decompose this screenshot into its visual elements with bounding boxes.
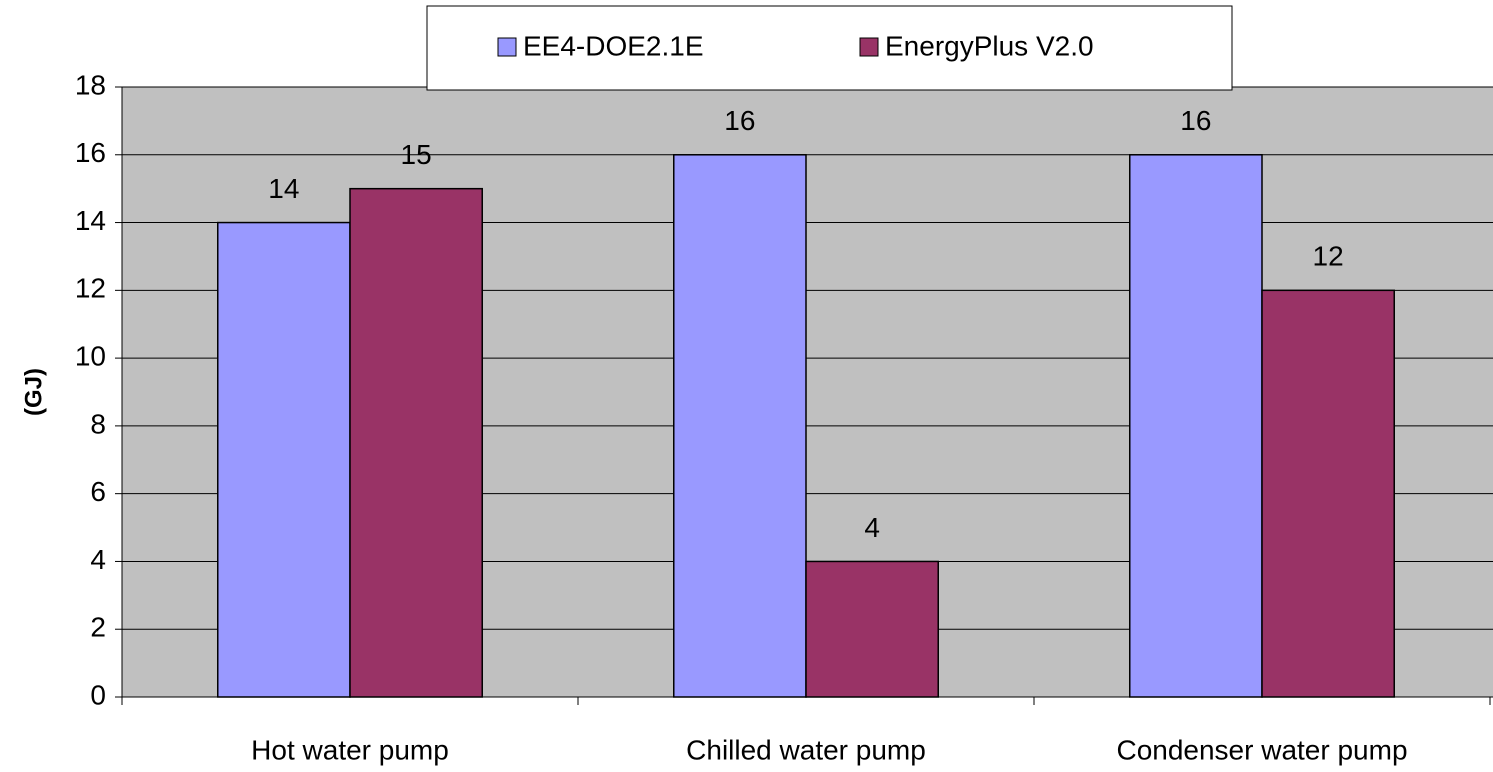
data-label: 16	[724, 105, 755, 136]
bar	[1261, 289, 1395, 698]
legend-swatch	[859, 37, 879, 57]
data-label: 14	[268, 173, 299, 204]
data-label: 15	[401, 139, 432, 170]
bar	[1129, 154, 1263, 698]
legend-label: EE4-DOE2.1E	[523, 30, 704, 61]
bar	[805, 560, 939, 698]
legend-swatch	[497, 37, 517, 57]
y-tick-label: 0	[90, 679, 106, 710]
x-tick-label: Condenser water pump	[1116, 734, 1407, 765]
y-tick-label: 10	[75, 341, 106, 372]
y-tick-label: 16	[75, 137, 106, 168]
y-tick-label: 14	[75, 205, 106, 236]
y-tick-label: 8	[90, 408, 106, 439]
x-tick-label: Hot water pump	[251, 734, 449, 765]
bar	[217, 221, 351, 698]
y-axis-label: (GJ)	[20, 368, 47, 416]
data-label: 16	[1180, 105, 1211, 136]
bar	[673, 154, 807, 698]
y-tick-label: 6	[90, 476, 106, 507]
data-label: 4	[864, 512, 880, 543]
y-tick-label: 2	[90, 612, 106, 643]
y-tick-label: 12	[75, 273, 106, 304]
data-label: 12	[1313, 241, 1344, 272]
bar	[349, 187, 483, 698]
y-tick-label: 4	[90, 544, 106, 575]
x-tick-label: Chilled water pump	[686, 734, 926, 765]
legend	[426, 5, 1233, 91]
y-tick-label: 18	[75, 69, 106, 100]
legend-label: EnergyPlus V2.0	[885, 30, 1094, 61]
